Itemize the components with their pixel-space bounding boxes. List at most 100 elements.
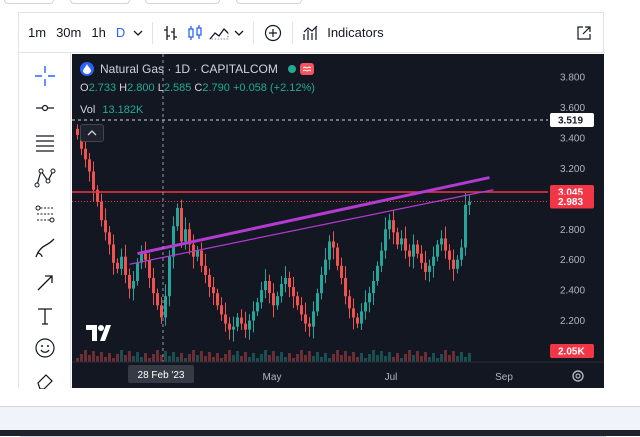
- candle-body: [376, 265, 379, 281]
- candle-body: [228, 323, 231, 330]
- indicators-button[interactable]: Indicators: [299, 13, 387, 53]
- volume-bar: [240, 356, 243, 362]
- volume-bar: [460, 352, 463, 362]
- volume-bar: [420, 356, 423, 362]
- candle-body: [328, 241, 331, 260]
- volume-bar: [156, 350, 159, 362]
- candle-body: [172, 226, 175, 257]
- candle-body: [456, 259, 459, 269]
- eraser-icon[interactable]: [30, 371, 60, 389]
- volume-bar: [96, 356, 99, 362]
- volume-bar: [128, 351, 131, 362]
- volume-bar: [228, 350, 231, 362]
- interval-d-button[interactable]: D: [115, 25, 126, 40]
- settings-gear-icon[interactable]: [572, 370, 584, 382]
- chevron-up-icon: [87, 130, 97, 136]
- volume-bar: [292, 358, 295, 362]
- crosshair-time-label-bg: [128, 365, 194, 383]
- chart-style-chevron-icon[interactable]: [231, 13, 247, 53]
- volume-bar: [412, 355, 415, 362]
- volume-bar: [172, 352, 175, 362]
- candle-body: [176, 208, 179, 227]
- fib-icon[interactable]: [30, 127, 60, 157]
- volume-bar: [136, 352, 139, 362]
- volume-bar: [204, 356, 207, 362]
- alert-badge-icon[interactable]: [299, 63, 314, 75]
- measure-icon[interactable]: [30, 199, 60, 229]
- candle-body: [256, 302, 259, 312]
- crosshair-icon[interactable]: [30, 61, 60, 91]
- tradingview-logo-icon[interactable]: [86, 322, 112, 344]
- volume-bar: [296, 354, 299, 362]
- interval-30m-button[interactable]: 30m: [56, 25, 82, 40]
- chart-canvas[interactable]: 3.800 3.600 3.400 3.200 2.800 2.600 2.400 2.200…: [72, 54, 604, 388]
- collapse-legend-button[interactable]: [80, 124, 104, 142]
- compare-plus-icon[interactable]: [260, 13, 286, 53]
- price-label-bg: [550, 112, 594, 127]
- brush-icon[interactable]: [30, 233, 60, 263]
- text-icon[interactable]: [30, 301, 60, 331]
- volume-bar: [100, 352, 103, 362]
- candle-body: [212, 287, 215, 294]
- price-label: 2.05K: [558, 346, 585, 357]
- area-style-icon[interactable]: [207, 13, 231, 53]
- candle-body: [96, 189, 99, 202]
- time-axis[interactable]: May Jul Sep 28 Feb '23: [128, 365, 513, 383]
- candle-body: [424, 262, 427, 272]
- candle-style-icon[interactable]: [183, 13, 207, 53]
- legend-title-row: Natural Gas · 1D · CAPITALCOM: [80, 62, 314, 76]
- volume-bar: [348, 356, 351, 362]
- top-tab: [145, 0, 220, 4]
- candle-body: [160, 305, 163, 318]
- candle-body: [388, 220, 391, 230]
- candle-body: [124, 256, 127, 275]
- volume-bar: [456, 356, 459, 362]
- candle-body: [336, 247, 339, 266]
- volume-bar: [196, 355, 199, 362]
- symbol-title[interactable]: Natural Gas · 1D · CAPITALCOM: [100, 62, 278, 76]
- open-external-icon[interactable]: [569, 13, 599, 53]
- pattern-icon[interactable]: [30, 163, 60, 193]
- candle-body: [316, 293, 319, 312]
- candle-body: [452, 259, 455, 269]
- emoji-icon[interactable]: [30, 333, 60, 363]
- volume-bar: [224, 354, 227, 362]
- volume-bar: [408, 350, 411, 362]
- volume-bar: [104, 357, 107, 362]
- interval-1h-button[interactable]: 1h: [91, 25, 106, 40]
- candle-body: [220, 305, 223, 315]
- candle-body: [260, 290, 263, 303]
- volume-bar: [192, 350, 195, 362]
- volume-bar: [440, 354, 443, 362]
- candle-body: [332, 241, 335, 248]
- bar-style-icon[interactable]: [159, 13, 183, 53]
- top-tab: [236, 0, 302, 4]
- candle-body: [108, 232, 111, 245]
- candle-body: [324, 259, 327, 275]
- candle-body: [368, 293, 371, 303]
- candle-body: [412, 244, 415, 257]
- candle-body: [164, 296, 167, 318]
- candle-body: [352, 308, 355, 318]
- candle-body: [240, 317, 243, 324]
- volume-bar: [284, 357, 287, 362]
- candle-body: [196, 250, 199, 257]
- lower-trendline[interactable]: [129, 189, 494, 265]
- trend-line-icon[interactable]: [30, 93, 60, 123]
- arrow-icon[interactable]: [30, 267, 60, 297]
- volume-bar: [276, 356, 279, 362]
- candle-body: [168, 256, 171, 297]
- volume-bar: [76, 358, 79, 362]
- candle-body: [372, 281, 375, 294]
- volume-bar: [252, 353, 255, 362]
- volume-bar: [180, 353, 183, 362]
- candle-body: [396, 232, 399, 245]
- high-value: 2.800: [127, 82, 155, 94]
- price-chart[interactable]: 3.800 3.600 3.400 3.200 2.800 2.600 2.400 2.200…: [72, 54, 604, 388]
- volume-bar: [220, 358, 223, 362]
- volume-bar: [116, 354, 119, 362]
- low-value: 2.585: [163, 82, 192, 94]
- interval-dropdown-chevron-icon[interactable]: [130, 13, 146, 53]
- interval-1m-button[interactable]: 1m: [28, 25, 47, 40]
- upper-trendline[interactable]: [137, 176, 490, 256]
